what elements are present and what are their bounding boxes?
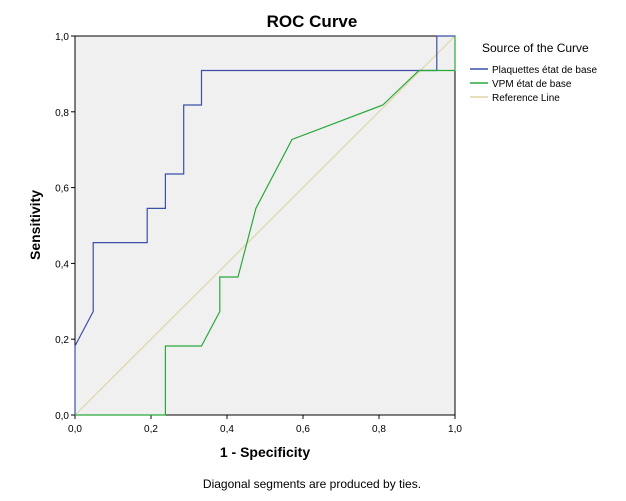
legend: Source of the Curve Plaquettes état de b…: [470, 41, 598, 104]
legend-label-reference-line: Reference Line: [492, 93, 560, 104]
footnote: Diagonal segments are produced by ties.: [203, 477, 421, 491]
y-tick-label: 0,8: [55, 108, 69, 119]
series-line-plaquettes-tat-de-base: [74, 35, 455, 415]
chart-title: ROC Curve: [267, 12, 358, 31]
y-tick-label: 0,4: [55, 259, 69, 270]
y-axis: 0,0 0,2 0,4 0,6 0,8 1,0: [55, 32, 75, 422]
y-axis-label: Sensitivity: [27, 190, 43, 260]
y-tick-label: 0,6: [55, 184, 69, 195]
x-tick-label: 0,2: [144, 424, 158, 435]
x-tick-label: 1,0: [448, 424, 462, 435]
y-tick-label: 0,2: [55, 335, 69, 346]
x-tick-label: 0,8: [372, 424, 386, 435]
y-tick-label: 1,0: [55, 32, 69, 43]
x-axis-label: 1 - Specificity: [220, 444, 310, 460]
legend-label-vpm-tat-de-base: VPM état de base: [492, 79, 572, 90]
x-axis: 0,0 0,2 0,4 0,6 0,8 1,0: [68, 415, 462, 435]
series-layer: [74, 35, 456, 416]
x-tick-label: 0,6: [296, 424, 310, 435]
x-tick-label: 0,4: [220, 424, 234, 435]
series-line-reference-line: [74, 35, 456, 416]
series-line-vpm-tat-de-base: [75, 36, 456, 416]
legend-title: Source of the Curve: [482, 41, 589, 55]
x-tick-label: 0,0: [68, 424, 82, 435]
legend-label-plaquettes-tat-de-base: Plaquettes état de base: [492, 65, 598, 76]
y-tick-label: 0,0: [55, 411, 69, 422]
